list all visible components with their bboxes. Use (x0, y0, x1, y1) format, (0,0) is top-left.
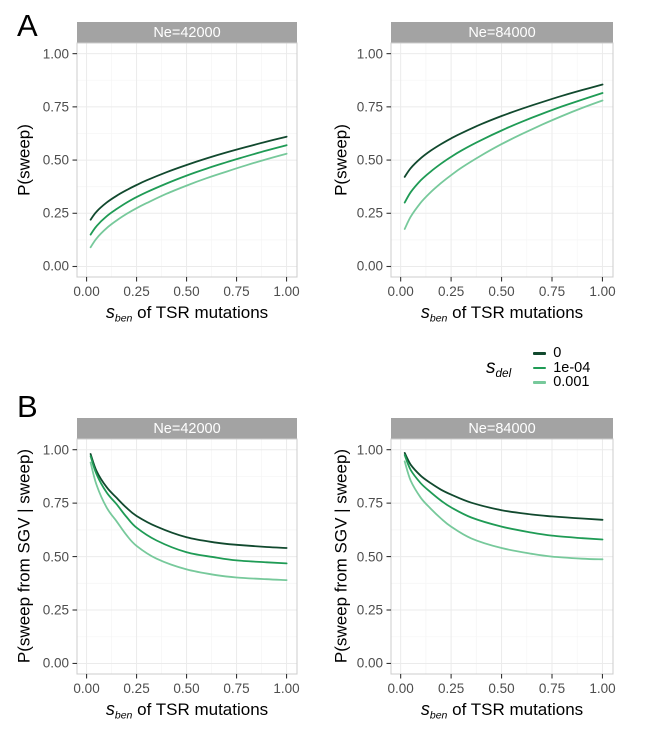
x-tick-label: 0.25 (123, 681, 150, 696)
x-tick-label: 0.50 (488, 681, 515, 696)
y-tick-label: 0.75 (42, 99, 69, 115)
y-tick-label: 0.00 (42, 258, 69, 274)
x-tick-label: 0.75 (538, 284, 566, 299)
sben-subscript: ben (429, 709, 448, 722)
sben-symbol: s (105, 699, 115, 719)
x-tick-label: 1.00 (273, 284, 300, 299)
x-tick-label: 0.75 (223, 284, 250, 299)
x-axis-title-text: of TSR mutations (132, 700, 269, 719)
x-tick-label: 0.50 (173, 284, 200, 299)
y-tick-label: 0.25 (42, 602, 69, 618)
legend-line-swatch (533, 352, 547, 355)
x-tick-label: 0.00 (73, 284, 100, 299)
y-tick-label: 0.00 (356, 655, 383, 671)
y-tick-label: 0.50 (42, 152, 69, 168)
panel-b-label: B (17, 389, 38, 424)
panel-a-label: A (17, 8, 38, 43)
legend-item-label: 0.001 (553, 374, 590, 391)
y-tick-label: 0.25 (356, 205, 383, 221)
x-axis-title-text: of TSR mutations (447, 700, 584, 719)
sben-subscript: ben (114, 312, 133, 325)
x-tick-label: 1.00 (273, 681, 300, 696)
facet-strip-b-right: Ne=84000 (468, 420, 536, 437)
y-tick-label: 1.00 (42, 441, 69, 457)
sben-symbol: s (105, 302, 115, 322)
facet-strip-a-right: Ne=84000 (468, 24, 536, 41)
x-tick-label: 0.25 (437, 681, 465, 696)
x-axis-title-a-right: sben of TSR mutations (420, 302, 584, 325)
x-tick-label: 0.00 (387, 681, 414, 696)
sdel-subscript: del (495, 366, 512, 380)
x-tick-label: 1.00 (589, 681, 616, 696)
x-tick-label: 0.00 (387, 284, 414, 299)
facet-strip-b-left: Ne=42000 (153, 420, 221, 437)
legend-line-swatch (533, 381, 547, 384)
x-tick-label: 0.75 (538, 681, 566, 696)
sben-subscript: ben (114, 709, 133, 722)
sdel-symbol: s (486, 356, 496, 378)
x-tick-label: 0.00 (73, 681, 100, 696)
legend-line-swatch (533, 366, 547, 370)
x-tick-label: 0.50 (173, 681, 200, 696)
x-axis-title-a-left: sben of TSR mutations (105, 302, 269, 325)
x-tick-label: 0.25 (437, 284, 465, 299)
legend-item: 0 (533, 346, 590, 361)
legend-item: 0.001 (533, 375, 590, 390)
y-tick-label: 0.50 (42, 548, 69, 564)
x-axis-title-text: of TSR mutations (447, 303, 584, 322)
sben-symbol: s (420, 699, 430, 719)
y-tick-label: 0.75 (356, 495, 383, 511)
y-tick-label: 0.75 (356, 99, 383, 115)
x-tick-label: 0.25 (123, 284, 150, 299)
sben-subscript: ben (429, 312, 448, 325)
y-tick-label: 0.50 (356, 152, 383, 168)
y-tick-label: 0.50 (356, 548, 383, 564)
y-tick-label: 0.00 (356, 258, 383, 274)
x-axis-title-text: of TSR mutations (132, 303, 269, 322)
x-axis-title-b-right: sben of TSR mutations (420, 699, 584, 722)
y-tick-label: 1.00 (356, 45, 383, 61)
x-tick-label: 0.50 (488, 284, 515, 299)
legend-items: 0 1e-04 0.001 (533, 346, 590, 390)
y-tick-label: 0.75 (42, 495, 69, 511)
legend-item: 1e-04 (533, 361, 590, 376)
y-tick-label: 1.00 (356, 441, 383, 457)
facet-strip-a-left: Ne=42000 (153, 24, 221, 41)
x-tick-label: 0.75 (223, 681, 250, 696)
legend-item-label: 0 (553, 345, 562, 362)
legend: sdel 0 1e-04 0.001 (486, 346, 590, 390)
y-tick-label: 0.00 (42, 655, 69, 671)
legend-title: sdel (486, 357, 511, 379)
x-tick-label: 1.00 (589, 284, 616, 299)
y-tick-label: 0.25 (356, 602, 383, 618)
legend-item-label: 1e-04 (553, 359, 591, 376)
x-axis-title-b-left: sben of TSR mutations (105, 699, 269, 722)
sben-symbol: s (420, 302, 430, 322)
y-tick-label: 0.25 (42, 205, 69, 221)
y-tick-label: 1.00 (42, 45, 69, 61)
